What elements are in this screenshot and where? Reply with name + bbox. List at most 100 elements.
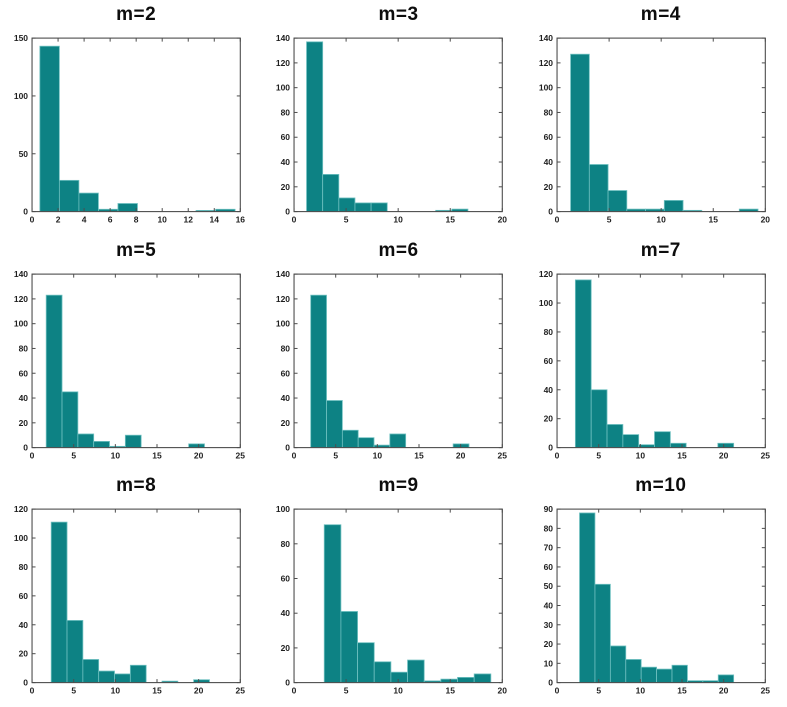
svg-text:100: 100	[14, 91, 28, 101]
svg-text:2: 2	[56, 215, 61, 225]
svg-text:60: 60	[19, 368, 29, 378]
svg-text:10: 10	[635, 686, 645, 696]
histogram-panel-m4: 0 5 10 15 20 0 20 40 60 80 100 120 140 m=4	[525, 0, 787, 236]
histogram-panel-m2: 0 2 4 6 8 10 12 14 16 0 50 100 150 m=2	[0, 0, 262, 236]
svg-text:100: 100	[539, 83, 553, 93]
svg-text:0: 0	[548, 442, 553, 452]
histogram-plot-m9: 0 5 10 15 20 0 20 40 60 80 100	[276, 504, 507, 696]
svg-text:20: 20	[194, 686, 204, 696]
svg-text:140: 140	[276, 269, 290, 279]
svg-text:16: 16	[236, 215, 246, 225]
plot-title-m9: m=9	[378, 475, 419, 497]
svg-text:0: 0	[548, 678, 553, 688]
plot-title-m8: m=8	[116, 475, 157, 497]
svg-text:0: 0	[30, 215, 35, 225]
svg-text:20: 20	[281, 643, 291, 653]
svg-text:20: 20	[719, 686, 729, 696]
svg-text:120: 120	[276, 58, 290, 68]
plot-title-m3: m=3	[378, 4, 419, 25]
svg-text:100: 100	[276, 83, 290, 93]
svg-text:20: 20	[281, 182, 291, 192]
svg-text:50: 50	[543, 582, 553, 592]
svg-text:5: 5	[606, 215, 611, 225]
histogram-panel-m5: 0 5 10 15 20 25 0 20 40 60 80 100 120 140 m=5	[0, 236, 262, 472]
svg-text:40: 40	[543, 601, 553, 611]
svg-text:50: 50	[19, 149, 29, 159]
svg-text:0: 0	[23, 442, 28, 452]
svg-text:40: 40	[281, 157, 291, 167]
histogram-panel-m10: 0 5 10 15 20 25 0 10 20 30 40 50 60 70 80 90 m=10	[525, 471, 787, 707]
svg-text:40: 40	[281, 393, 291, 403]
plot-title-m10: m=10	[635, 475, 687, 497]
histogram-plot-m3: 0 5 10 15 20 0 20 40 60 80 100 120 140	[276, 33, 508, 225]
svg-text:80: 80	[281, 107, 291, 117]
svg-text:0: 0	[23, 678, 28, 688]
svg-text:0: 0	[30, 450, 35, 460]
svg-text:5: 5	[344, 215, 349, 225]
histogram-plot-m8: 0 5 10 15 20 25 0 20 40 60 80 100 120	[14, 504, 245, 696]
svg-text:12: 12	[184, 215, 194, 225]
svg-text:20: 20	[194, 450, 204, 460]
svg-text:8: 8	[134, 215, 139, 225]
svg-text:60: 60	[281, 574, 291, 584]
svg-text:20: 20	[719, 450, 729, 460]
svg-text:25: 25	[760, 686, 770, 696]
svg-text:120: 120	[539, 269, 553, 279]
svg-text:10: 10	[543, 659, 553, 669]
svg-text:20: 20	[19, 649, 29, 659]
svg-text:15: 15	[677, 686, 687, 696]
histogram-panel-m6: 0 5 10 15 20 25 0 20 40 60 80 100 120 140 m=6	[262, 236, 524, 472]
histogram-plot-m7: 0 5 10 15 20 25 0 20 40 60 80 100 120	[539, 269, 770, 461]
svg-text:15: 15	[708, 215, 718, 225]
svg-text:0: 0	[292, 215, 297, 225]
svg-text:10: 10	[373, 450, 383, 460]
svg-text:100: 100	[276, 318, 290, 328]
svg-text:40: 40	[543, 157, 553, 167]
svg-text:0: 0	[554, 215, 559, 225]
svg-text:120: 120	[14, 504, 28, 514]
plot-title-m5: m=5	[116, 239, 157, 261]
svg-text:40: 40	[19, 620, 29, 630]
svg-text:0: 0	[554, 686, 559, 696]
svg-text:80: 80	[19, 562, 29, 572]
svg-text:40: 40	[19, 393, 29, 403]
svg-text:0: 0	[286, 207, 291, 217]
svg-text:140: 140	[539, 33, 553, 43]
histogram-plot-m2: 0 2 4 6 8 10 12 14 16 0 50 100 150	[14, 33, 246, 225]
plot-title-m4: m=4	[640, 4, 681, 25]
svg-text:140: 140	[276, 33, 290, 43]
svg-text:20: 20	[19, 417, 29, 427]
svg-text:0: 0	[286, 442, 291, 452]
svg-text:40: 40	[543, 384, 553, 394]
svg-text:10: 10	[635, 450, 645, 460]
svg-text:120: 120	[539, 58, 553, 68]
svg-text:10: 10	[111, 450, 121, 460]
svg-text:80: 80	[543, 327, 553, 337]
svg-text:5: 5	[596, 686, 601, 696]
histogram-panel-m7: 0 5 10 15 20 25 0 20 40 60 80 100 120 m=7	[525, 236, 787, 472]
svg-text:15: 15	[152, 686, 162, 696]
svg-text:80: 80	[281, 343, 291, 353]
histogram-plot-m4: 0 5 10 15 20 0 20 40 60 80 100 120 140	[539, 33, 770, 225]
svg-text:5: 5	[71, 450, 76, 460]
svg-text:100: 100	[276, 504, 290, 514]
svg-text:80: 80	[281, 539, 291, 549]
histogram-plot-m10: 0 5 10 15 20 25 0 10 20 30 40 50 60 70 80 90	[543, 504, 770, 696]
svg-text:20: 20	[760, 215, 770, 225]
svg-text:80: 80	[19, 343, 29, 353]
svg-text:20: 20	[543, 639, 553, 649]
svg-text:0: 0	[548, 207, 553, 217]
svg-text:5: 5	[344, 686, 349, 696]
svg-text:60: 60	[281, 132, 291, 142]
svg-text:20: 20	[498, 215, 508, 225]
plot-title-m2: m=2	[116, 4, 157, 25]
svg-text:25: 25	[236, 450, 246, 460]
svg-text:6: 6	[108, 215, 113, 225]
svg-text:0: 0	[23, 207, 28, 217]
svg-text:0: 0	[292, 450, 297, 460]
svg-text:10: 10	[111, 686, 121, 696]
histogram-plot-m5: 0 5 10 15 20 25 0 20 40 60 80 100 120 140	[14, 269, 246, 461]
svg-text:0: 0	[554, 450, 559, 460]
svg-text:10: 10	[656, 215, 666, 225]
